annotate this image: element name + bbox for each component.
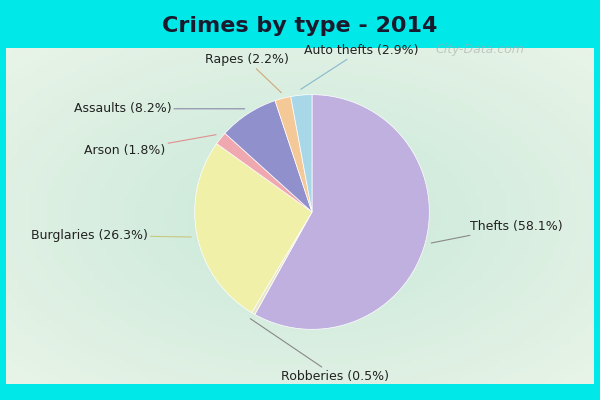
- Text: Robberies (0.5%): Robberies (0.5%): [250, 319, 389, 383]
- Text: Crimes by type - 2014: Crimes by type - 2014: [163, 16, 437, 36]
- Wedge shape: [225, 101, 312, 212]
- Text: Assaults (8.2%): Assaults (8.2%): [74, 102, 245, 115]
- Text: Rapes (2.2%): Rapes (2.2%): [205, 53, 289, 93]
- Text: City-Data.com: City-Data.com: [436, 44, 524, 56]
- Wedge shape: [251, 212, 312, 314]
- Text: Auto thefts (2.9%): Auto thefts (2.9%): [301, 44, 419, 89]
- Text: Burglaries (26.3%): Burglaries (26.3%): [31, 229, 191, 242]
- Wedge shape: [291, 95, 312, 212]
- Wedge shape: [194, 144, 312, 313]
- Wedge shape: [275, 97, 312, 212]
- Wedge shape: [217, 133, 312, 212]
- Text: Thefts (58.1%): Thefts (58.1%): [431, 220, 563, 243]
- Text: Arson (1.8%): Arson (1.8%): [84, 135, 216, 158]
- Wedge shape: [255, 95, 430, 329]
